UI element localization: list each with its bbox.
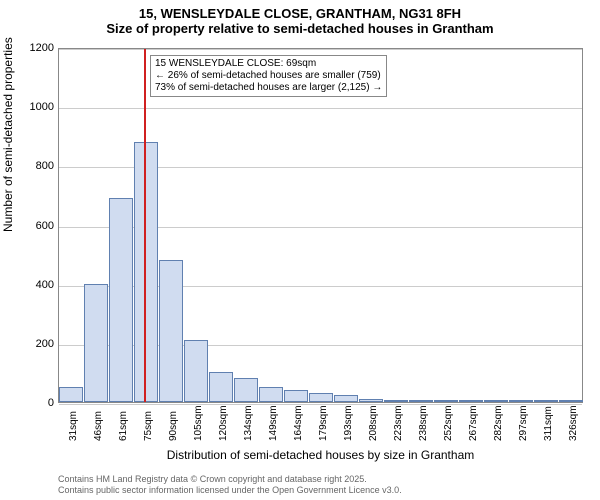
histogram-bar	[234, 378, 258, 402]
x-tick-label: 238sqm	[418, 405, 429, 441]
histogram-bar	[559, 400, 583, 402]
histogram-bar	[359, 399, 383, 402]
x-tick-label: 297sqm	[518, 405, 529, 441]
histogram-bar	[284, 390, 308, 402]
x-axis-label: Distribution of semi-detached houses by …	[58, 448, 583, 462]
footer-attribution: Contains HM Land Registry data © Crown c…	[58, 474, 402, 496]
x-tick-label: 164sqm	[293, 405, 304, 441]
histogram-bar	[259, 387, 283, 402]
histogram-bar	[484, 400, 508, 402]
x-tick-label: 90sqm	[168, 411, 179, 441]
histogram-bar	[84, 284, 108, 402]
grid-line	[59, 49, 582, 50]
histogram-bar	[109, 198, 133, 402]
x-tick-label: 75sqm	[143, 411, 154, 441]
histogram-bar	[134, 142, 158, 402]
title-subtitle: Size of property relative to semi-detach…	[0, 21, 600, 36]
grid-line	[59, 108, 582, 109]
x-tick-label: 208sqm	[368, 405, 379, 441]
y-tick-label: 800	[36, 160, 54, 172]
histogram-bar	[59, 387, 83, 402]
footer-line-1: Contains HM Land Registry data © Crown c…	[58, 474, 402, 485]
annotation-box: 15 WENSLEYDALE CLOSE: 69sqm← 26% of semi…	[150, 55, 387, 97]
y-tick-label: 1000	[30, 101, 54, 113]
x-tick-label: 31sqm	[68, 411, 79, 441]
histogram-bar	[309, 393, 333, 402]
histogram-bar	[384, 400, 408, 402]
x-tick-label: 46sqm	[93, 411, 104, 441]
x-tick-label: 149sqm	[268, 405, 279, 441]
x-tick-label: 179sqm	[318, 405, 329, 441]
x-tick-label: 120sqm	[218, 405, 229, 441]
x-tick-label: 134sqm	[243, 405, 254, 441]
y-tick-label: 200	[36, 338, 54, 350]
histogram-bar	[409, 400, 433, 402]
title-block: 15, WENSLEYDALE CLOSE, GRANTHAM, NG31 8F…	[0, 0, 600, 36]
y-tick-label: 600	[36, 220, 54, 232]
histogram-bar	[434, 400, 458, 402]
x-tick-label: 311sqm	[543, 406, 554, 441]
x-tick-label: 282sqm	[493, 405, 504, 441]
footer-line-2: Contains public sector information licen…	[58, 485, 402, 496]
chart-plot-area: 15 WENSLEYDALE CLOSE: 69sqm← 26% of semi…	[58, 48, 583, 403]
x-tick-label: 326sqm	[568, 405, 579, 441]
annotation-line: 73% of semi-detached houses are larger (…	[155, 82, 382, 94]
x-tick-label: 61sqm	[118, 411, 129, 441]
histogram-bar	[534, 400, 558, 402]
reference-line	[144, 49, 146, 402]
histogram-bar	[334, 395, 358, 402]
x-tick-label: 105sqm	[193, 405, 204, 441]
x-tick-label: 252sqm	[443, 405, 454, 441]
y-tick-label: 400	[36, 279, 54, 291]
y-axis: 020040060080010001200	[0, 48, 58, 403]
histogram-bar	[509, 400, 533, 402]
histogram-bar	[209, 372, 233, 402]
y-tick-label: 0	[48, 397, 54, 409]
chart-container: 15, WENSLEYDALE CLOSE, GRANTHAM, NG31 8F…	[0, 0, 600, 500]
annotation-line: ← 26% of semi-detached houses are smalle…	[155, 70, 382, 82]
x-tick-label: 223sqm	[393, 405, 404, 441]
x-tick-label: 193sqm	[343, 405, 354, 441]
histogram-bar	[184, 340, 208, 402]
annotation-line: 15 WENSLEYDALE CLOSE: 69sqm	[155, 58, 382, 70]
x-tick-label: 267sqm	[468, 405, 479, 441]
histogram-bar	[459, 400, 483, 402]
title-main: 15, WENSLEYDALE CLOSE, GRANTHAM, NG31 8F…	[0, 6, 600, 21]
histogram-bar	[159, 260, 183, 402]
y-tick-label: 1200	[30, 42, 54, 54]
